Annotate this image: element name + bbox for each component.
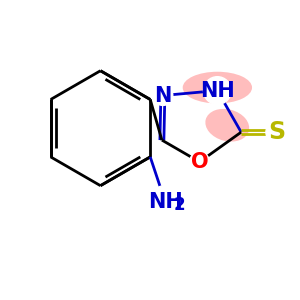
Circle shape — [149, 186, 181, 217]
Text: O: O — [191, 152, 208, 172]
Ellipse shape — [206, 109, 249, 142]
Text: NH: NH — [200, 81, 235, 100]
Text: 2: 2 — [173, 196, 185, 214]
Circle shape — [203, 77, 231, 104]
Circle shape — [153, 85, 173, 105]
Circle shape — [266, 121, 288, 143]
Text: N: N — [154, 85, 172, 106]
Text: S: S — [268, 120, 285, 144]
Circle shape — [190, 152, 209, 172]
Text: NH: NH — [148, 191, 182, 212]
Ellipse shape — [183, 72, 252, 104]
